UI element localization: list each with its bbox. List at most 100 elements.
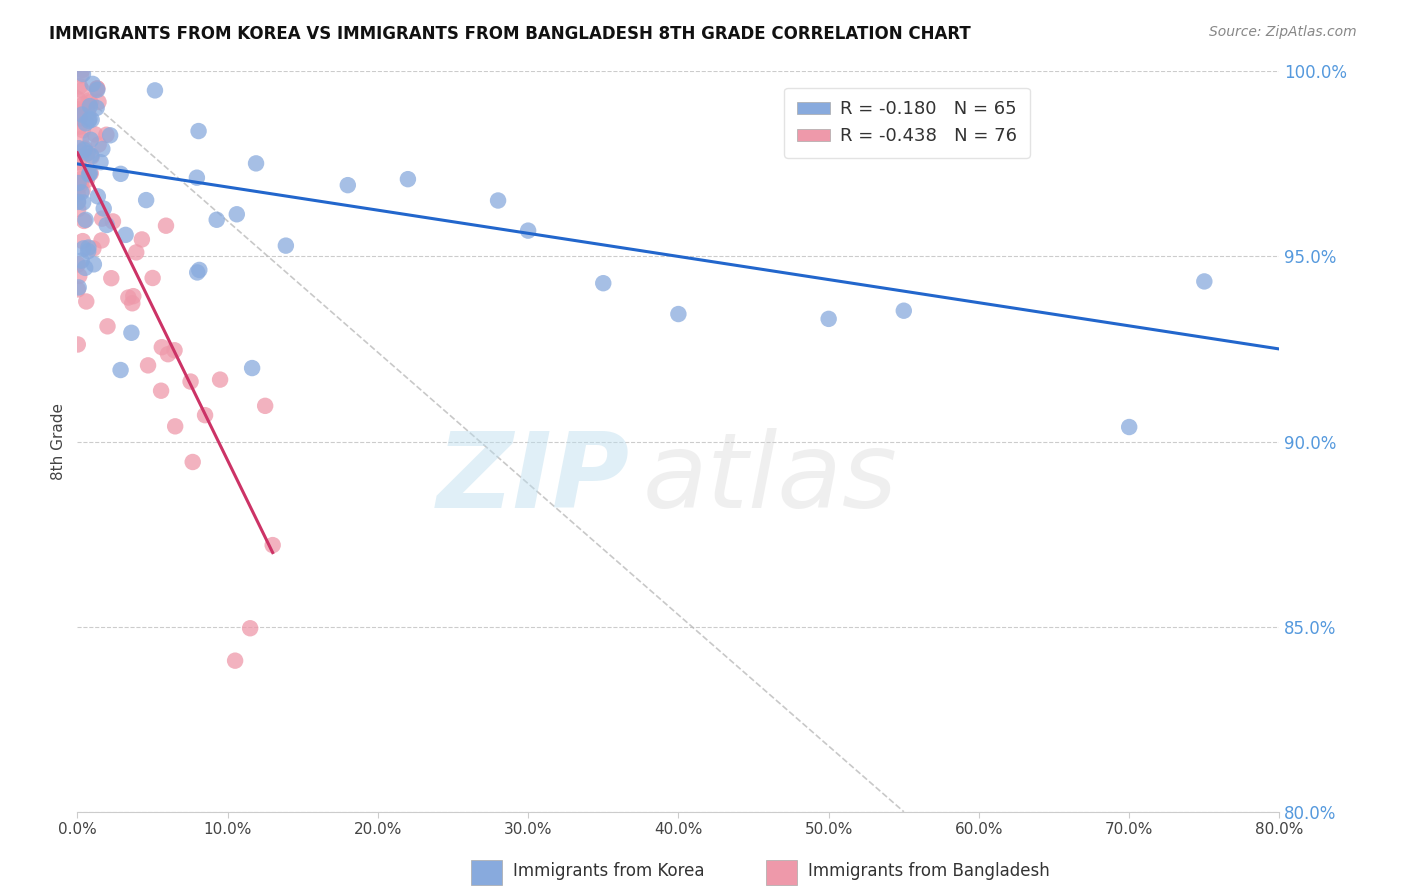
Point [165, 419, 187, 434]
Point [125, 245, 148, 260]
Point [69, 112, 91, 126]
Y-axis label: 8th Grade: 8th Grade [51, 403, 66, 480]
Legend: R = -0.180   N = 65, R = -0.438   N = 76: R = -0.180 N = 65, R = -0.438 N = 76 [785, 87, 1031, 158]
Point [77, 244, 100, 259]
Point [336, 178, 359, 193]
Point [70, 107, 93, 121]
Point [87, 137, 110, 152]
Point [80, 148, 103, 162]
Point [186, 265, 208, 279]
Point [135, 193, 157, 207]
Point [122, 289, 145, 303]
Point [82, 77, 104, 91]
Point [72, 97, 94, 112]
Point [114, 227, 136, 242]
Point [668, 307, 690, 321]
Point [117, 291, 139, 305]
Point [66, 155, 89, 169]
Point [69, 54, 91, 68]
Point [72, 234, 94, 248]
Point [75, 45, 97, 60]
Point [150, 340, 173, 354]
Point [225, 207, 247, 221]
Point [110, 167, 132, 181]
Point [121, 296, 143, 310]
Point [79, 99, 101, 113]
Point [70, 68, 93, 82]
Point [75, 54, 97, 68]
Point [70, 62, 93, 77]
Point [486, 194, 509, 208]
Point [77, 94, 100, 108]
Point [209, 373, 232, 387]
Point [143, 83, 166, 97]
Point [80, 112, 103, 127]
Point [186, 170, 208, 185]
Point [76, 173, 98, 187]
Point [67, 45, 90, 60]
Point [75, 116, 97, 130]
Text: Immigrants from Bangladesh: Immigrants from Bangladesh [808, 863, 1050, 880]
Point [66, 282, 89, 296]
Point [75, 260, 97, 275]
Point [80, 133, 103, 147]
Point [87, 95, 110, 109]
Point [77, 106, 100, 120]
Point [150, 384, 173, 398]
Point [817, 311, 839, 326]
Point [592, 276, 614, 290]
Point [142, 271, 165, 285]
Text: ZIP: ZIP [437, 427, 630, 530]
Point [76, 146, 98, 161]
Point [239, 621, 262, 635]
Point [245, 156, 267, 170]
Point [69, 120, 91, 134]
Point [254, 399, 277, 413]
Text: IMMIGRANTS FROM KOREA VS IMMIGRANTS FROM BANGLADESH 8TH GRADE CORRELATION CHART: IMMIGRANTS FROM KOREA VS IMMIGRANTS FROM… [49, 25, 972, 43]
Point [86, 83, 108, 97]
Point [70, 83, 93, 97]
Point [156, 347, 179, 361]
Point [72, 123, 94, 137]
Point [67, 176, 90, 190]
Point [70, 186, 93, 200]
Point [89, 155, 111, 169]
Point [67, 45, 90, 60]
Text: atlas: atlas [643, 427, 897, 530]
Point [396, 172, 419, 186]
Point [517, 224, 540, 238]
Point [120, 326, 142, 340]
Point [73, 143, 96, 157]
Point [163, 343, 186, 358]
Point [101, 214, 124, 228]
Point [73, 164, 96, 178]
Point [188, 263, 211, 277]
Point [1118, 420, 1140, 434]
Point [96, 218, 118, 232]
Point [194, 408, 217, 422]
Point [77, 54, 100, 68]
Point [66, 194, 89, 209]
Point [79, 112, 101, 127]
Point [96, 128, 118, 142]
Point [75, 212, 97, 227]
Point [67, 141, 90, 155]
Text: Immigrants from Korea: Immigrants from Korea [513, 863, 704, 880]
Point [69, 104, 91, 119]
Point [90, 234, 112, 248]
Point [80, 166, 103, 180]
Point [67, 103, 90, 117]
Point [66, 337, 89, 351]
Point [72, 67, 94, 81]
Point [76, 146, 98, 161]
Point [93, 202, 115, 216]
Point [100, 271, 122, 285]
Point [98, 128, 121, 143]
Point [83, 257, 105, 271]
Point [66, 186, 89, 201]
Point [66, 92, 89, 106]
Point [67, 268, 90, 283]
Point [224, 654, 246, 668]
Point [205, 212, 228, 227]
Point [69, 175, 91, 189]
